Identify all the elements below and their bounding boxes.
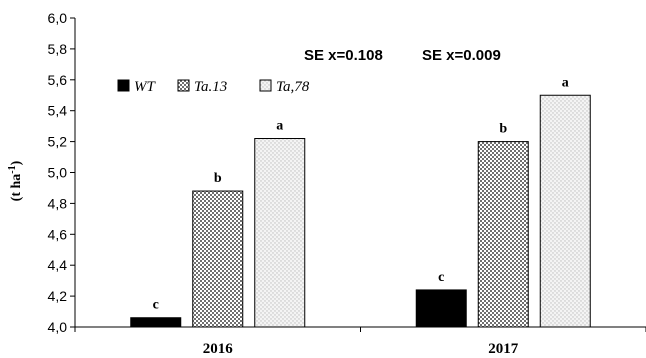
bar-WT-2016	[130, 317, 182, 328]
y-tick-label: 5,0	[48, 165, 68, 181]
x-axis: 2016 2017	[74, 326, 646, 357]
letter-WT-2016: c	[153, 298, 159, 313]
legend-swatch-Ta78	[259, 79, 272, 92]
legend-label-Ta13: Ta.13	[194, 79, 227, 95]
letter-Ta13-2016: b	[214, 171, 222, 186]
legend-label-WT: WT	[134, 79, 156, 95]
y-tick-label: 5,2	[48, 134, 68, 150]
y-tick-label: 4,2	[48, 288, 68, 304]
bar-WT-2017	[415, 289, 467, 328]
legend: WT Ta.13 Ta,78	[117, 79, 310, 95]
bar-Ta13-2016	[192, 190, 244, 328]
y-tick-label: 5,6	[48, 72, 68, 88]
letter-Ta78-2016: a	[276, 119, 283, 134]
y-axis-label-superscript: -1	[7, 165, 18, 173]
legend-label-Ta78: Ta,78	[276, 79, 310, 95]
se-annotation-2017: SE x=0.009	[422, 47, 501, 64]
x-tick-label-2016: 2016	[203, 341, 234, 357]
bars	[130, 94, 591, 328]
legend-swatch-WT	[117, 79, 130, 92]
significance-letters: c b a c b a	[153, 75, 569, 312]
se-annotation-2016: SE x=0.108	[304, 47, 383, 64]
bar-Ta78-2017	[539, 94, 591, 328]
letter-WT-2017: c	[438, 270, 444, 285]
letter-Ta78-2017: a	[562, 75, 569, 90]
x-tick-label-2017: 2017	[488, 341, 519, 357]
bar-Ta13-2017	[477, 141, 529, 328]
y-tick-label: 4,0	[48, 319, 68, 335]
legend-swatch-Ta13	[177, 79, 190, 92]
y-tick-label: 5,8	[48, 41, 68, 57]
y-tick-label: 4,6	[48, 226, 68, 242]
letter-Ta13-2017: b	[499, 122, 507, 137]
y-tick-label: 5,4	[48, 103, 68, 119]
y-axis: 4,0 4,2 4,4 4,6 4,8 5,0 5,2 5,4 5,6 5,8 6,0	[48, 10, 76, 335]
y-axis-label: (t ha-1)	[7, 160, 24, 201]
y-tick-label: 4,4	[48, 257, 68, 273]
y-tick-label: 4,8	[48, 195, 68, 211]
y-tick-label: 6,0	[48, 10, 68, 26]
bar-Ta78-2016	[254, 138, 306, 328]
